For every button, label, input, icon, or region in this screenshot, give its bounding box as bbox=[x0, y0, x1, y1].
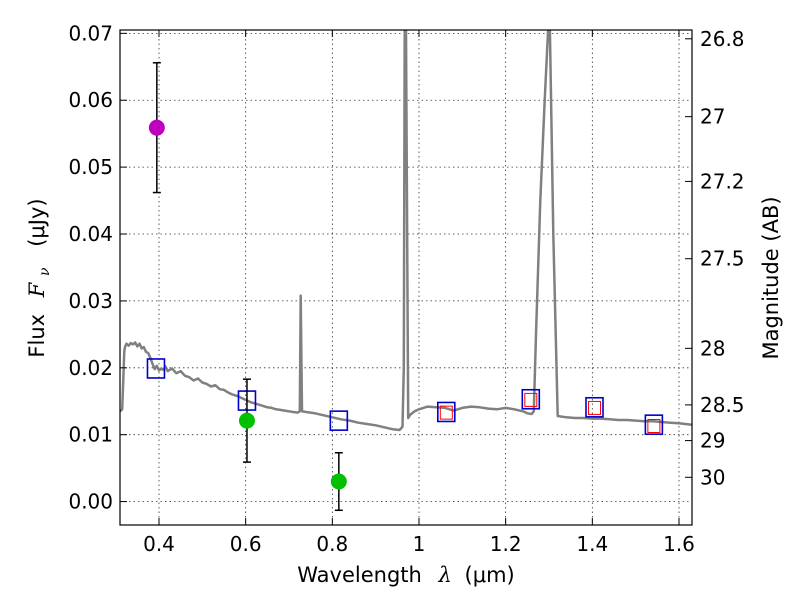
model-photometry-box bbox=[521, 388, 541, 410]
mag-tick-label: 28.5 bbox=[700, 393, 745, 417]
y-axis-label-symbol: F bbox=[25, 281, 49, 298]
y-right-axis-label: Magnitude (AB) bbox=[759, 196, 783, 359]
x-axis-label-text: Wavelength bbox=[297, 563, 422, 587]
mag-tick-label: 30 bbox=[700, 465, 725, 489]
mag-tick-label: 27.2 bbox=[700, 169, 745, 193]
model-photometry-box bbox=[644, 414, 664, 435]
x-tick-label: 0.4 bbox=[143, 532, 175, 556]
y-tick-label: 0.05 bbox=[68, 155, 113, 179]
x-tick-label: 0.6 bbox=[230, 532, 262, 556]
model-photometry-inner-box bbox=[588, 400, 601, 415]
model-photometry-box bbox=[436, 401, 456, 423]
x-axis-label-symbol: λ bbox=[438, 563, 452, 587]
mag-tick-label: 28 bbox=[700, 336, 725, 360]
observed-point bbox=[238, 412, 255, 429]
mag-tick-label: 29 bbox=[700, 429, 725, 453]
grid-layer bbox=[120, 30, 692, 525]
tick-layer: 0.4 0.6 0.8 1 1.2 1.4 1.6 0.00 0.01 0.02 0.03 0.04 0… bbox=[68, 21, 744, 556]
model-photometry-box bbox=[585, 396, 604, 418]
y-tick-label: 0.06 bbox=[68, 88, 113, 112]
y-axis-label-symbol-sub: ν bbox=[37, 267, 53, 276]
y-axis-label-text: Flux bbox=[25, 314, 49, 358]
model-photometry-inner-box bbox=[647, 419, 661, 433]
x-tick-label: 1.4 bbox=[576, 532, 608, 556]
y-tick-label: 0.07 bbox=[68, 21, 113, 45]
mag-tick-label: 27 bbox=[700, 105, 725, 129]
mag-tick-label: 26.8 bbox=[700, 27, 745, 51]
x-tick-label: 1.2 bbox=[490, 532, 522, 556]
model-photometry-box bbox=[146, 358, 166, 379]
sed-model-line bbox=[120, 30, 692, 432]
x-tick-label: 1.6 bbox=[663, 532, 695, 556]
model-photometry-inner-box bbox=[439, 405, 453, 420]
plot-frame bbox=[119, 29, 693, 526]
x-axis-label-unit: (μm) bbox=[465, 563, 515, 587]
y-tick-label: 0.03 bbox=[68, 289, 113, 313]
y-axis-label-unit: (μJy) bbox=[25, 198, 49, 246]
y-axis-label: Flux F ν (μJy) bbox=[25, 198, 54, 357]
y-tick-label: 0.02 bbox=[68, 356, 113, 380]
x-tick-label: 0.8 bbox=[316, 532, 348, 556]
x-axis-label: Wavelength λ (μm) bbox=[297, 563, 514, 587]
observed-point bbox=[148, 119, 165, 136]
model-photometry-box bbox=[329, 410, 349, 431]
y-tick-label: 0.00 bbox=[68, 490, 113, 514]
x-tick-label: 1 bbox=[413, 532, 426, 556]
observed-point bbox=[330, 473, 347, 490]
y-tick-label: 0.01 bbox=[68, 423, 113, 447]
y-tick-label: 0.04 bbox=[68, 222, 113, 246]
model-photometry-inner-box bbox=[524, 392, 538, 407]
series-layer bbox=[120, 30, 692, 512]
mag-tick-label: 27.5 bbox=[700, 247, 745, 271]
